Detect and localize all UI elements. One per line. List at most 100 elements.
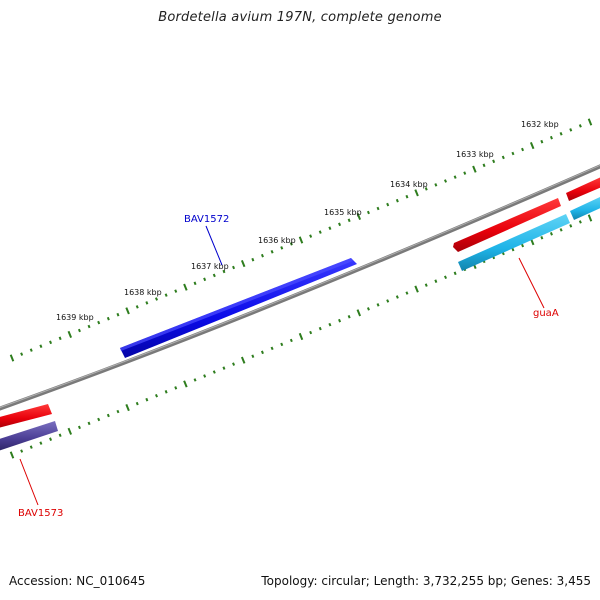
inner-ruler — [9, 214, 593, 459]
inner-tick-56 — [549, 232, 553, 236]
outer-tick-20 — [203, 277, 207, 282]
label-bav1572[interactable]: BAV1572 — [184, 214, 229, 225]
inner-tick-45 — [443, 275, 448, 280]
gene-forward-left-edge[interactable] — [0, 404, 52, 428]
outer-tick-43 — [424, 187, 428, 191]
outer-tick-21 — [212, 273, 216, 278]
gene-forward-right-edge[interactable] — [566, 177, 600, 201]
gene-reverse-right-edge[interactable] — [570, 196, 600, 220]
inner-tick-41 — [405, 291, 409, 295]
inner-tick-4 — [49, 437, 53, 441]
gene-guaA-neighbor-forward[interactable] — [453, 198, 561, 252]
inner-tick-8 — [87, 421, 91, 426]
ruler-label-1639: 1639 kbp — [56, 313, 94, 322]
outer-tick-25 — [251, 257, 255, 262]
inner-tick-34 — [338, 318, 342, 323]
inner-tick-16 — [164, 390, 168, 394]
inner-tick-31 — [309, 330, 313, 335]
inner-tick-30 — [298, 332, 304, 341]
inner-tick-13 — [135, 401, 139, 406]
outer-tick-12 — [125, 307, 130, 315]
outer-tick-56 — [549, 135, 553, 140]
inner-tick-25 — [251, 354, 255, 358]
inner-tick-28 — [280, 342, 284, 347]
inner-tick-0 — [9, 451, 15, 459]
outer-tick-59 — [578, 124, 582, 128]
outer-tick-11 — [116, 312, 120, 317]
outer-tick-57 — [559, 132, 563, 136]
inner-tick-23 — [232, 362, 236, 366]
outer-tick-45 — [443, 179, 448, 183]
inner-tick-21 — [212, 370, 216, 374]
inner-tick-55 — [540, 236, 544, 240]
outer-tick-52 — [511, 151, 515, 156]
outer-tick-3 — [39, 344, 43, 348]
outer-tick-1 — [20, 352, 24, 356]
inner-tick-29 — [289, 338, 293, 343]
inner-tick-52 — [511, 247, 515, 252]
inner-tick-35 — [347, 315, 351, 319]
inner-tick-12 — [125, 404, 130, 412]
inner-tick-59 — [578, 220, 582, 224]
outer-tick-22 — [222, 269, 226, 274]
gene-guaA[interactable] — [458, 214, 570, 271]
inner-tick-24 — [240, 356, 246, 364]
inner-tick-3 — [39, 441, 43, 445]
inner-tick-6 — [67, 427, 73, 435]
outer-tick-17 — [174, 289, 178, 293]
label-guaA[interactable]: guaA — [533, 308, 559, 319]
inner-tick-17 — [174, 386, 178, 390]
outer-tick-31 — [309, 234, 313, 238]
outer-tick-4 — [49, 340, 53, 345]
outer-tick-50 — [492, 159, 496, 164]
inner-tick-7 — [77, 425, 81, 430]
outer-tick-7 — [77, 328, 81, 333]
outer-tick-10 — [106, 316, 110, 321]
outer-tick-46 — [453, 175, 457, 179]
outer-tick-49 — [482, 163, 486, 168]
label-bav1573[interactable]: BAV1573 — [18, 508, 63, 519]
outer-tick-27 — [270, 250, 274, 254]
inner-tick-44 — [434, 279, 438, 283]
inner-tick-15 — [154, 393, 159, 398]
outer-tick-16 — [164, 293, 168, 297]
outer-tick-8 — [87, 324, 91, 329]
outer-tick-30 — [298, 236, 304, 244]
outer-tick-2 — [29, 348, 33, 352]
inner-tick-60 — [587, 214, 593, 222]
outer-tick-38 — [376, 206, 380, 211]
ruler-labels: 1632 kbp 1633 kbp 1634 kbp 1635 kbp 1636… — [56, 120, 559, 322]
inner-tick-32 — [318, 326, 322, 331]
inner-tick-9 — [97, 417, 101, 422]
outer-tick-36 — [356, 212, 362, 220]
inner-tick-10 — [106, 413, 110, 418]
outer-tick-26 — [260, 253, 264, 258]
bav1572-leader — [205, 225, 223, 266]
ruler-label-1633: 1633 kbp — [456, 150, 494, 159]
bav1573-leader — [19, 458, 39, 506]
outer-tick-23 — [232, 265, 236, 270]
inner-tick-36 — [356, 309, 362, 317]
inner-tick-43 — [424, 283, 428, 287]
outer-tick-34 — [338, 222, 342, 227]
gene-bav1573[interactable] — [0, 421, 58, 451]
ruler-label-1632: 1632 kbp — [521, 120, 559, 129]
gene-bav1572[interactable] — [120, 258, 357, 358]
outer-tick-5 — [58, 336, 62, 341]
inner-tick-53 — [521, 243, 525, 248]
outer-tick-48 — [472, 165, 477, 173]
inner-tick-58 — [569, 224, 573, 228]
outer-tick-9 — [97, 320, 101, 325]
inner-tick-5 — [58, 433, 62, 437]
guaA-leader — [518, 257, 545, 309]
outer-tick-0 — [9, 354, 15, 362]
genome-backbone — [0, 164, 600, 411]
inner-tick-22 — [222, 366, 226, 370]
outer-tick-13 — [135, 305, 139, 309]
outer-tick-33 — [328, 226, 332, 230]
outer-tick-44 — [434, 183, 438, 187]
outer-tick-6 — [67, 330, 73, 338]
ruler-label-1638: 1638 kbp — [124, 288, 162, 297]
ruler-label-1634: 1634 kbp — [390, 180, 428, 189]
